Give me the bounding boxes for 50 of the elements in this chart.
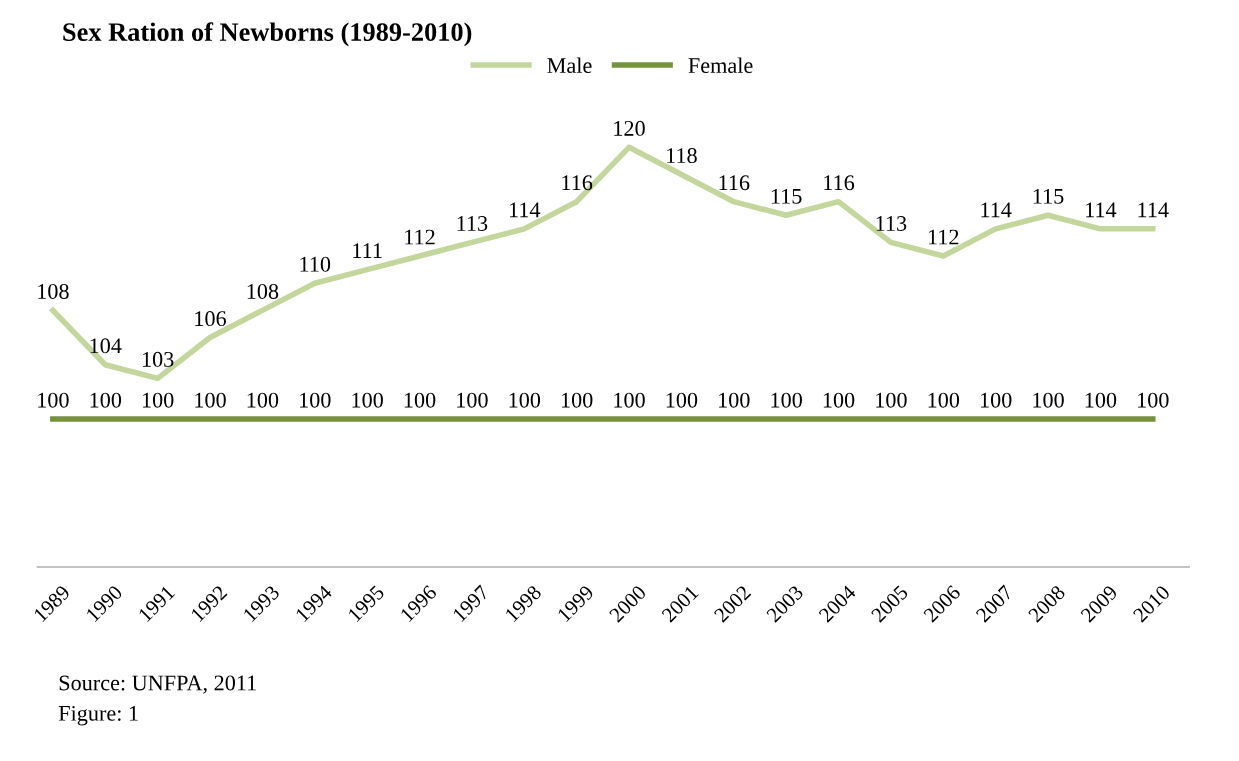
- data-label: 114: [1086, 202, 1117, 218]
- data-label: 100: [771, 392, 802, 408]
- data-label: 108: [38, 283, 69, 299]
- data-label: 100: [1085, 392, 1117, 408]
- data-label: 108: [247, 283, 279, 299]
- data-label: 116: [719, 175, 750, 191]
- data-label: 112: [405, 229, 435, 245]
- data-label: 100: [247, 392, 279, 408]
- data-label: 100: [195, 392, 226, 408]
- data-label: 115: [1033, 188, 1064, 204]
- data-label: 113: [457, 216, 488, 231]
- data-label: 115: [771, 188, 802, 204]
- data-label: 116: [824, 175, 855, 191]
- data-label: 100: [876, 392, 907, 408]
- data-label: 100: [561, 392, 593, 408]
- data-label: 100: [300, 392, 331, 408]
- data-label: 100: [509, 392, 541, 408]
- data-label: 100: [90, 392, 122, 408]
- x-tick-label: 1991: [137, 584, 176, 623]
- data-label: 114: [1138, 202, 1169, 218]
- data-label: 112: [928, 229, 959, 245]
- data-label: 100: [1033, 392, 1064, 408]
- data-label: 120: [614, 120, 645, 136]
- data-label: 116: [562, 175, 593, 191]
- data-label: 100: [666, 392, 698, 408]
- data-label: 100: [980, 392, 1012, 408]
- data-label: 118: [667, 148, 697, 164]
- data-label: 100: [352, 392, 383, 408]
- data-label: 100: [142, 392, 174, 408]
- data-label: 113: [876, 216, 907, 231]
- data-label: 100: [1138, 392, 1169, 408]
- chart-title: Sex Ration of Newborns (1989-2010): [63, 22, 472, 47]
- data-label: 103: [142, 351, 174, 367]
- legend-label: Male: [547, 57, 592, 74]
- source-note: Source: UNFPA, 2011: [59, 675, 256, 694]
- data-label: 100: [38, 392, 69, 408]
- data-label: 114: [981, 202, 1012, 218]
- data-label: 104: [90, 338, 122, 354]
- data-label: 100: [614, 392, 645, 408]
- data-label: 106: [195, 311, 227, 327]
- data-label: 114: [509, 202, 541, 218]
- data-label: 100: [928, 392, 960, 408]
- text: Figure: 1: [58, 705, 138, 726]
- legend-label: Female: [688, 57, 753, 74]
- data-label: 100: [719, 392, 750, 408]
- data-label: 110: [300, 256, 331, 272]
- data-label: 111: [353, 243, 382, 258]
- data-label: 100: [823, 392, 855, 408]
- data-label: 100: [404, 392, 436, 408]
- data-label: 100: [457, 392, 488, 408]
